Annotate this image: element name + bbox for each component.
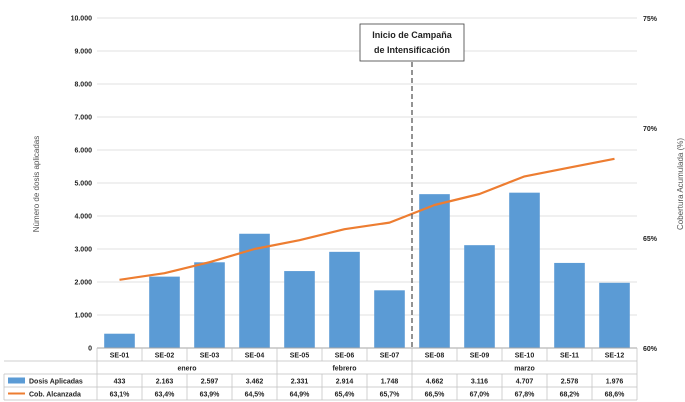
table-cell: 63,4%	[155, 392, 176, 399]
table-cell: 2.331	[291, 379, 309, 386]
table-cell: 1.976	[606, 379, 624, 386]
gridlines	[97, 17, 637, 349]
bar-series	[104, 192, 630, 348]
x-tick-label: SE-01	[110, 353, 130, 360]
table-cell: 64,5%	[245, 392, 266, 399]
y-tick-label: 8.000	[74, 82, 92, 89]
x-tick-label: SE-04	[245, 353, 265, 360]
legend-swatch-bar	[8, 377, 25, 384]
annotation-box	[359, 23, 465, 62]
right-axis-ticks: 60% 65% 70% 75%	[643, 16, 658, 353]
table-cell: 2.914	[336, 379, 354, 386]
line-series	[119, 157, 615, 281]
y-tick-label: 7.000	[74, 115, 92, 122]
bar	[329, 251, 360, 348]
table-cell: 433	[114, 379, 126, 386]
table-cell: 66,5%	[425, 392, 446, 399]
bar	[374, 290, 405, 348]
bar	[554, 262, 585, 348]
bar	[464, 245, 495, 348]
bar	[194, 262, 225, 348]
x-tick-label: SE-11	[560, 353, 579, 360]
y-tick-label: 3.000	[74, 247, 92, 254]
month-label: marzo	[514, 366, 535, 373]
y-tick-label: 0	[88, 346, 92, 353]
table-cell: 68,2%	[560, 392, 581, 399]
bar	[239, 233, 270, 348]
y-tick-label: 9.000	[74, 49, 92, 56]
y2-tick-label: 75%	[643, 16, 658, 23]
y2-tick-label: 70%	[643, 126, 658, 133]
table-cell: 63,1%	[110, 392, 131, 399]
x-tick-label: SE-03	[200, 353, 220, 360]
table-cell: 67,8%	[515, 392, 536, 399]
x-tick-label: SE-05	[290, 353, 310, 360]
table-cell: 64,9%	[290, 392, 311, 399]
data-table: SE-01 SE-02 SE-03 SE-04 SE-05 SE-06 SE-07 SE-08…	[3, 347, 638, 401]
x-tick-label: SE-07	[380, 353, 400, 360]
y-tick-label: 2.000	[74, 280, 92, 287]
table-cell: 2.578	[561, 379, 579, 386]
table-cell: 4.707	[516, 379, 534, 386]
campaign-annotation: Inicio de Campaña de Intensificación	[359, 23, 465, 348]
table-cell: 65,7%	[380, 392, 401, 399]
y-tick-label: 4.000	[74, 214, 92, 221]
table-cell: 4.662	[426, 379, 444, 386]
month-label: enero	[177, 366, 196, 373]
y2-tick-label: 60%	[643, 346, 658, 353]
table-cell: 2.597	[201, 379, 219, 386]
x-tick-label: SE-06	[335, 353, 355, 360]
bar	[149, 276, 180, 348]
bar	[599, 282, 630, 348]
x-tick-label: SE-10	[515, 353, 535, 360]
annotation-line-2: de Intensificación	[374, 45, 450, 55]
bar	[419, 194, 450, 348]
bar	[104, 333, 135, 348]
y2-tick-label: 65%	[643, 236, 658, 243]
x-tick-label: SE-12	[605, 353, 625, 360]
table-cell: 68,6%	[605, 392, 626, 399]
annotation-line-1: Inicio de Campaña	[372, 30, 453, 40]
table-cell: 3.116	[471, 379, 488, 386]
y-tick-label: 1.000	[74, 313, 92, 320]
left-axis-ticks: 0 1.000 2.000 3.000 4.000 5.000 6.000 7.000 8.00…	[71, 16, 93, 353]
table-cell: 65,4%	[335, 392, 356, 399]
table-cell: 63,9%	[200, 392, 221, 399]
table-cell: 3.462	[246, 379, 264, 386]
bar	[284, 271, 315, 348]
x-tick-label: SE-02	[155, 353, 175, 360]
y-tick-label: 6.000	[74, 148, 92, 155]
x-tick-label: SE-08	[425, 353, 445, 360]
table-cell: 2.163	[156, 379, 174, 386]
y-tick-label: 10.000	[71, 16, 93, 23]
coverage-line	[119, 157, 615, 281]
legend-label: Cob. Alcanzada	[29, 392, 81, 399]
table-cell: 1.748	[381, 379, 399, 386]
bar	[509, 192, 540, 348]
table-cell: 67,0%	[470, 392, 491, 399]
left-axis-title: Número de dosis aplicadas	[32, 136, 41, 233]
x-tick-label: SE-09	[470, 353, 490, 360]
y-tick-label: 5.000	[74, 181, 92, 188]
right-axis-title: Cobertura Acumulada (%)	[676, 138, 685, 230]
month-label: febrero	[332, 366, 356, 373]
legend-label: Dosis Aplicadas	[29, 379, 83, 386]
